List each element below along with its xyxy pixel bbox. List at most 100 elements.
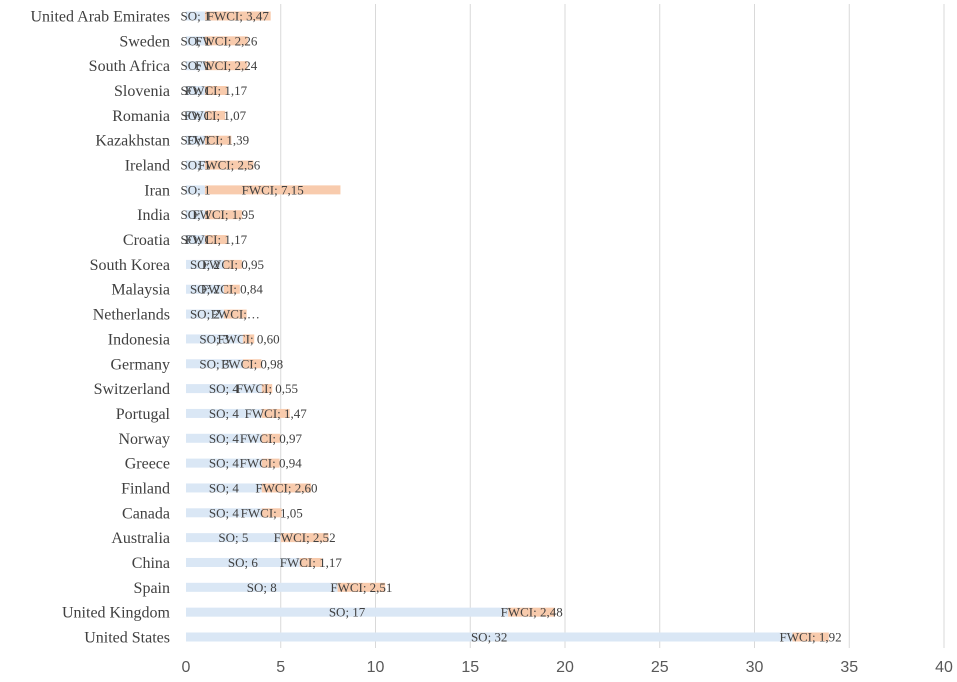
data-label-so: SO; 1 [180,33,210,48]
bar-so [186,86,205,96]
data-label-fwci: FWCI; 0,55 [236,381,298,396]
data-label-so: SO; 1 [180,207,210,222]
bar-fwci [280,533,329,543]
data-label-so: SO; 2 [190,282,220,297]
bar-so [186,284,224,294]
data-label-fwci: FWCI; 2,60 [255,480,317,495]
data-label-so: SO; 1 [180,108,210,123]
bar-so [186,607,509,617]
data-label-so: SO; 4 [209,381,239,396]
x-tick-label: 25 [651,659,669,676]
data-label-fwci: FWCI; 0,94 [240,456,303,471]
data-label-so: SO; 17 [329,605,366,620]
data-label-so: SO; 4 [209,406,239,421]
bar-fwci [204,160,254,170]
category-label: South Korea [90,257,170,274]
category-label: Greece [125,456,170,473]
category-label: Slovenia [114,83,170,100]
bar-so [186,359,243,369]
data-label-so: SO; 1 [180,182,210,197]
bar-so [186,408,262,418]
bar-so [186,533,281,543]
category-label: Spain [134,580,170,597]
category-axis-labels: United Arab Emirates Sweden South Africa Sl… [30,9,170,647]
data-label-so: SO; 1 [180,133,210,148]
bar-so [186,483,262,493]
bar-fwci [204,235,228,245]
bar-so [186,384,262,394]
bar-fwci [223,259,242,269]
data-label-so: SO; 1 [180,58,210,73]
bar-so [186,458,262,468]
bars [186,11,829,642]
bar-so [186,235,205,245]
x-tick-label: 30 [746,659,764,676]
category-label: Netherlands [93,307,170,324]
category-label: United Arab Emirates [30,9,170,26]
data-label-fwci: FWCI; 1,05 [241,505,303,520]
data-label-so: SO; 5 [218,530,248,545]
bar-fwci [204,61,248,71]
category-label: Germany [110,356,170,373]
bar-so [186,210,205,220]
data-label-fwci: FWCI; 0,98 [221,356,283,371]
data-label-fwci: FWCI; 0,97 [240,431,303,446]
data-label-fwci: FWCI; 2,48 [501,605,563,620]
bar-fwci [242,334,255,344]
bar-so [186,309,224,319]
category-label: Malaysia [111,282,170,299]
bar-fwci [204,11,271,21]
bar-fwci [261,384,273,394]
data-label-so: SO; 3 [199,331,229,346]
bar-fwci [204,210,242,220]
category-label: Romania [112,108,170,125]
category-label: Iran [144,182,170,199]
bar-fwci [261,433,281,443]
data-label-fwci: FWCI; 1,47 [245,406,308,421]
x-tick-label: 0 [182,659,191,676]
bar-fwci [223,284,240,294]
bar-fwci [299,557,322,567]
bar-fwci [261,508,282,518]
category-label: United States [84,630,170,647]
data-label-so: SO; 32 [471,630,507,645]
bar-fwci [261,458,280,468]
data-label-so: SO; 4 [209,505,239,520]
bar-so [186,185,205,195]
data-label-fwci: FWCI; 2,52 [274,530,336,545]
data-label-so: SO; 1 [180,232,210,247]
bar-so [186,557,300,567]
data-label-so: SO; 1 [180,158,210,173]
data-label-fwci: FWCI; 1,92 [780,630,842,645]
data-label-so: SO; 4 [209,431,239,446]
category-label: Portugal [116,406,171,423]
data-label-fwci: FWCI; 3,47 [207,9,270,24]
bar-fwci [204,185,341,195]
category-label: Croatia [123,232,170,249]
data-label-fwci: FWCI; 0,84 [201,282,264,297]
data-label-so: SO; 3 [199,356,229,371]
bar-so [186,36,205,46]
value-axis-labels: 0 5 10 15 20 25 30 35 40 [182,659,953,676]
x-tick-label: 20 [556,659,574,676]
bar-so [186,11,205,21]
bar-so [186,61,205,71]
data-label-fwci: FWCI; 1,17 [185,83,248,98]
data-label-so: SO; 4 [209,480,239,495]
bar-fwci [337,582,386,592]
data-label-fwci: FWCI; 0,95 [202,257,264,272]
data-label-so: SO; 4 [209,456,239,471]
x-tick-label: 5 [276,659,285,676]
data-label-fwci: FWCI; 1,17 [185,232,248,247]
category-label: China [132,555,170,572]
data-label-so: SO; 8 [247,580,277,595]
bar-so [186,433,262,443]
data-label-fwci: FWCI; 2,56 [198,158,261,173]
data-label-fwci: FWCI; 0,60 [217,331,279,346]
data-label-so: SO; 2 [190,257,220,272]
x-tick-label: 15 [461,659,479,676]
data-label-fwci: FWCI; 1,39 [187,133,249,148]
category-label: Ireland [125,158,170,175]
x-tick-label: 10 [367,659,385,676]
